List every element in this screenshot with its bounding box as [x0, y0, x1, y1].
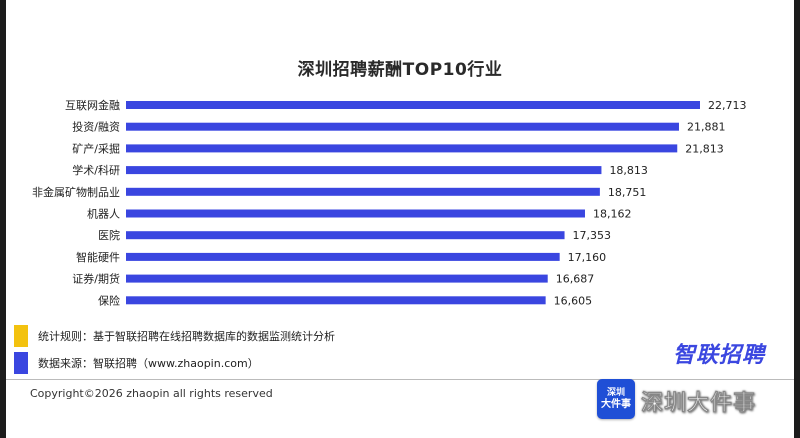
zhaopin-logo: 智联招聘 — [673, 343, 766, 368]
bar — [126, 122, 679, 131]
value-label: 16,605 — [554, 294, 593, 307]
value-label: 18,162 — [593, 208, 632, 221]
watermark-badge-line1: 深圳 — [606, 388, 625, 398]
copyright-text: Copyright©2026 zhaopin all rights reserv… — [30, 387, 273, 400]
bar — [126, 296, 546, 305]
value-label: 17,160 — [568, 251, 607, 264]
bar — [126, 187, 600, 196]
value-label: 22,713 — [708, 99, 747, 112]
bar — [126, 144, 678, 153]
category-label: 互联网金融 — [65, 98, 120, 112]
watermark-badge: 深圳 大件事 — [597, 379, 635, 419]
legend-source-swatch — [14, 352, 28, 374]
bar-chart: 互联网金融 22,713 投资/融资 21,881 矿产/采掘 21,813 学术/科研 18… — [32, 98, 747, 307]
watermark-badge-line2: 大件事 — [601, 399, 631, 410]
category-label: 非金属矿物制品业 — [32, 185, 120, 199]
chart-title: 深圳招聘薪酬TOP10行业 — [297, 60, 503, 80]
legend-source: 数据来源：智联招聘（www.zhaopin.com） — [14, 352, 259, 374]
legend-source-text: 数据来源：智联招聘（www.zhaopin.com） — [38, 357, 259, 370]
category-label: 医院 — [98, 228, 120, 242]
right-frame-bar — [794, 0, 800, 438]
category-label: 机器人 — [87, 207, 120, 221]
watermark-text: 深圳大件事 — [641, 391, 757, 416]
bar — [126, 101, 700, 109]
bar — [126, 252, 560, 261]
legend-rule: 统计规则：基于智联招聘在线招聘数据库的数据监测统计分析 — [14, 325, 335, 347]
category-label: 智能硬件 — [76, 250, 120, 264]
bar — [126, 209, 585, 218]
bar — [126, 231, 565, 240]
left-frame-bar — [0, 0, 6, 438]
footer-divider — [6, 379, 794, 380]
value-label: 18,813 — [609, 164, 648, 177]
bar — [126, 274, 548, 283]
value-label: 17,353 — [573, 229, 612, 242]
value-label: 21,881 — [687, 121, 726, 134]
value-label: 21,813 — [685, 142, 724, 155]
category-label: 学术/科研 — [72, 163, 120, 177]
legend-rule-text: 统计规则：基于智联招聘在线招聘数据库的数据监测统计分析 — [38, 330, 335, 343]
category-label: 投资/融资 — [72, 120, 120, 134]
category-label: 证券/期货 — [72, 272, 120, 286]
value-label: 16,687 — [556, 273, 595, 286]
category-label: 保险 — [98, 293, 120, 307]
bar — [126, 166, 602, 175]
value-label: 18,751 — [608, 186, 647, 199]
legend-rule-swatch — [14, 325, 28, 347]
category-label: 矿产/采掘 — [72, 141, 120, 155]
